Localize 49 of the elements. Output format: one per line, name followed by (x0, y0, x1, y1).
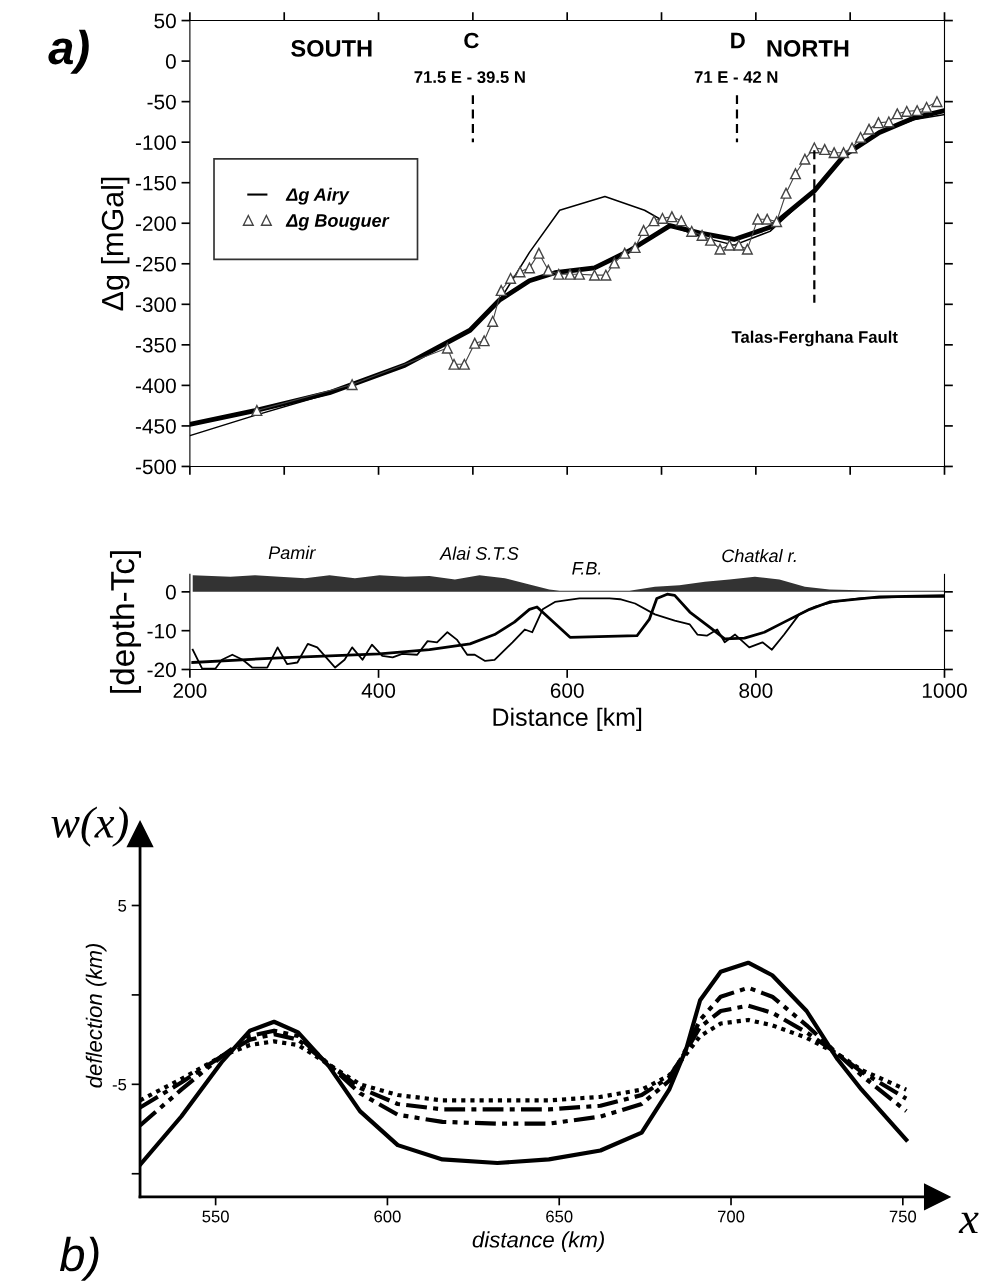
y-tick-label: 5 (118, 900, 127, 912)
annotation: Chatkal r. (722, 548, 796, 563)
annotation: 71 E - 42 N (694, 71, 778, 83)
legend-label: Δg Bouguer (285, 214, 390, 231)
x-tick-label: 700 (717, 1210, 745, 1223)
y-axis-title: [depth-Tc] (109, 551, 142, 693)
annotation: Talas-Ferghana Fault (731, 330, 898, 347)
annotation: F.B. (572, 562, 601, 575)
annotation: C (464, 32, 479, 49)
y-axis-title: Δg [mGal] (100, 177, 130, 311)
y-tick-label: -350 (135, 337, 176, 353)
y-tick-label: -20 (147, 662, 176, 678)
x-tick-label: 600 (550, 683, 584, 698)
y-tick-label: -100 (135, 135, 176, 150)
y-tick-label: -200 (135, 216, 176, 231)
y-tick-label: -10 (147, 623, 176, 639)
x-tick-label: 750 (889, 1210, 917, 1223)
y-tick-label: -5 (112, 1078, 127, 1091)
annotation: SOUTH (291, 40, 372, 57)
y-tick-label: -500 (135, 459, 176, 475)
x-tick-label: 1000 (922, 683, 967, 698)
x-tick-label: 650 (546, 1210, 573, 1223)
x-tick-label: 550 (202, 1210, 229, 1223)
annotation: D (731, 32, 745, 49)
chart-title: a) (48, 29, 89, 74)
x-tick-label: 200 (173, 683, 207, 698)
text: b) (59, 1236, 99, 1281)
text: x (958, 1212, 979, 1234)
y-tick-label: -50 (147, 94, 176, 110)
x-tick-label: 600 (374, 1210, 401, 1223)
x-tick-label: 800 (739, 683, 773, 698)
annotation: Alai S.T.S (439, 546, 519, 560)
y-tick-label: -250 (135, 256, 176, 272)
y-tick-label: -400 (135, 378, 176, 394)
annotation: Pamir (268, 545, 316, 560)
x-tick-label: 400 (361, 683, 396, 698)
y-tick-label: -450 (135, 418, 176, 434)
y-tick-label: -150 (135, 175, 176, 191)
annotation: 71.5 E - 39.5 N (414, 71, 525, 84)
y-tick-label: -300 (135, 297, 176, 313)
x-axis-title: distance (km) (472, 1231, 604, 1252)
y-tick-label: 50 (154, 13, 176, 29)
y-axis-title: deflection (km) (85, 943, 107, 1088)
y-tick-label: 0 (165, 584, 176, 600)
legend-label: Δg Airy (285, 187, 350, 205)
text: w(x) (51, 806, 128, 847)
x-axis-title: Distance [km] (493, 707, 642, 731)
annotation: NORTH (767, 40, 849, 57)
y-tick-label: 0 (165, 54, 176, 69)
